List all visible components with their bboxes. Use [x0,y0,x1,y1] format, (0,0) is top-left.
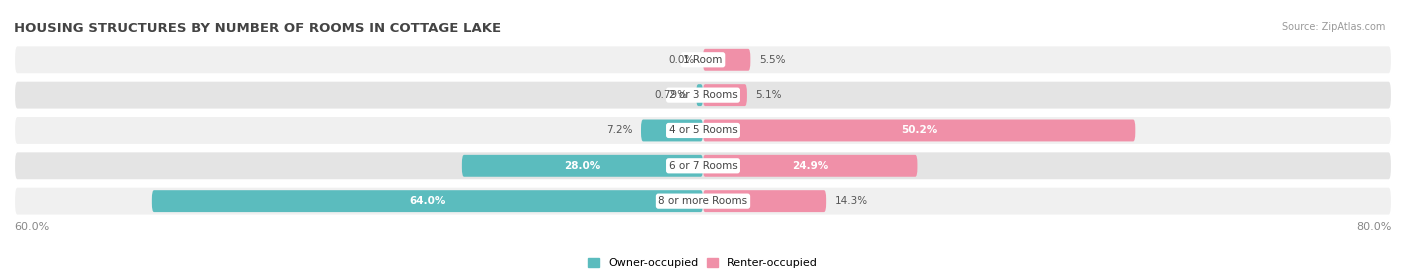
FancyBboxPatch shape [14,81,1392,109]
Text: 60.0%: 60.0% [14,222,49,232]
Text: Source: ZipAtlas.com: Source: ZipAtlas.com [1281,22,1385,31]
FancyBboxPatch shape [14,116,1392,145]
Legend: Owner-occupied, Renter-occupied: Owner-occupied, Renter-occupied [583,253,823,269]
FancyBboxPatch shape [703,84,747,106]
Text: 2 or 3 Rooms: 2 or 3 Rooms [669,90,737,100]
Text: 1 Room: 1 Room [683,55,723,65]
FancyBboxPatch shape [703,190,827,212]
Text: 24.9%: 24.9% [792,161,828,171]
FancyBboxPatch shape [461,155,703,177]
Text: 7.2%: 7.2% [606,125,633,136]
Text: 6 or 7 Rooms: 6 or 7 Rooms [669,161,737,171]
Text: 64.0%: 64.0% [409,196,446,206]
FancyBboxPatch shape [641,119,703,141]
FancyBboxPatch shape [152,190,703,212]
FancyBboxPatch shape [14,45,1392,74]
Text: 5.5%: 5.5% [759,55,786,65]
Text: HOUSING STRUCTURES BY NUMBER OF ROOMS IN COTTAGE LAKE: HOUSING STRUCTURES BY NUMBER OF ROOMS IN… [14,22,501,35]
FancyBboxPatch shape [14,151,1392,180]
Text: 4 or 5 Rooms: 4 or 5 Rooms [669,125,737,136]
FancyBboxPatch shape [14,187,1392,216]
FancyBboxPatch shape [703,155,918,177]
Text: 80.0%: 80.0% [1357,222,1392,232]
Text: 50.2%: 50.2% [901,125,938,136]
Text: 0.79%: 0.79% [655,90,688,100]
FancyBboxPatch shape [696,84,703,106]
Text: 14.3%: 14.3% [835,196,868,206]
Text: 5.1%: 5.1% [755,90,782,100]
FancyBboxPatch shape [703,49,751,71]
Text: 28.0%: 28.0% [564,161,600,171]
Text: 8 or more Rooms: 8 or more Rooms [658,196,748,206]
Text: 0.0%: 0.0% [668,55,695,65]
FancyBboxPatch shape [703,119,1135,141]
